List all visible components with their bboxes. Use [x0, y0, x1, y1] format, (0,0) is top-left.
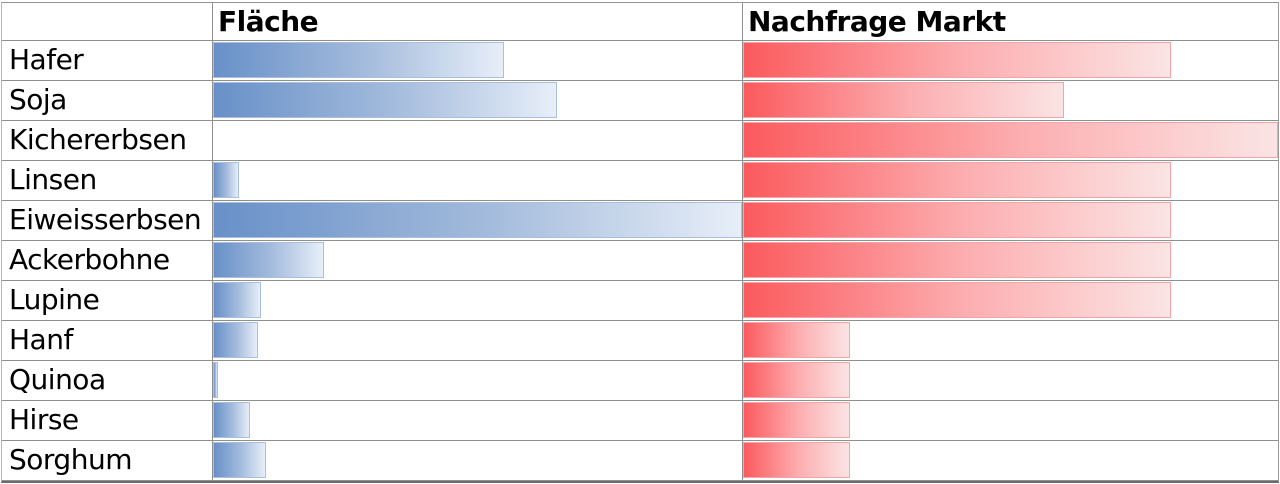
row-label-cell: Hanf [2, 321, 213, 361]
flaeche-bar [213, 282, 261, 318]
nachfrage-bar-cell [743, 281, 1278, 321]
flaeche-bar [213, 242, 325, 278]
row-label: Ackerbohne [9, 243, 170, 276]
row-label: Soja [9, 83, 67, 116]
nachfrage-bar-cell [743, 121, 1278, 161]
flaeche-bar [213, 82, 557, 118]
flaeche-column-title: Fläche [218, 5, 319, 38]
row-label-cell: Lupine [2, 281, 213, 321]
flaeche-bar-cell [213, 201, 743, 241]
header-cell-nachfrage: Nachfrage Markt [743, 3, 1278, 41]
flaeche-bar-cell [213, 401, 743, 441]
row-label-cell: Kichererbsen [2, 121, 213, 161]
nachfrage-bar [743, 402, 850, 438]
flaeche-bar-cell [213, 161, 743, 201]
row-label: Eiweisserbsen [9, 203, 202, 236]
flaeche-bar-cell [213, 241, 743, 281]
flaeche-bar-cell [213, 441, 743, 481]
nachfrage-bar-cell [743, 81, 1278, 121]
flaeche-bar-cell [213, 281, 743, 321]
nachfrage-bar-cell [743, 321, 1278, 361]
nachfrage-bar-cell [743, 441, 1278, 481]
nachfrage-bar [743, 442, 850, 478]
flaeche-bar-cell [213, 41, 743, 81]
row-label: Kichererbsen [9, 123, 187, 156]
row-label-cell: Linsen [2, 161, 213, 201]
flaeche-bar-cell [213, 321, 743, 361]
row-label-cell: Sorghum [2, 441, 213, 481]
flaeche-bar [213, 442, 266, 478]
row-label-cell: Quinoa [2, 361, 213, 401]
row-label: Quinoa [9, 363, 106, 396]
flaeche-bar [213, 322, 258, 358]
nachfrage-bar [743, 162, 1171, 198]
flaeche-bar [213, 362, 219, 398]
flaeche-bar [213, 162, 240, 198]
flaeche-bar [213, 202, 742, 238]
row-label: Sorghum [9, 443, 132, 476]
nachfrage-bar [743, 202, 1171, 238]
nachfrage-bar [743, 82, 1064, 118]
nachfrage-column-title: Nachfrage Markt [748, 5, 1006, 38]
flaeche-bar [213, 402, 251, 438]
nachfrage-bar [743, 282, 1171, 318]
row-label: Hafer [9, 43, 84, 76]
row-label: Lupine [9, 283, 100, 316]
flaeche-bar-cell [213, 361, 743, 401]
row-label-cell: Soja [2, 81, 213, 121]
nachfrage-bar-cell [743, 401, 1278, 441]
nachfrage-bar [743, 42, 1171, 78]
nachfrage-bar [743, 362, 850, 398]
header-empty-cell [2, 3, 213, 41]
nachfrage-bar [743, 122, 1278, 158]
row-label: Linsen [9, 163, 97, 196]
flaeche-bar-cell [213, 121, 743, 161]
row-label-cell: Hirse [2, 401, 213, 441]
row-label: Hanf [9, 323, 73, 356]
flaeche-bar-cell [213, 81, 743, 121]
nachfrage-bar [743, 322, 850, 358]
nachfrage-bar-cell [743, 241, 1278, 281]
nachfrage-bar-cell [743, 361, 1278, 401]
row-label-cell: Ackerbohne [2, 241, 213, 281]
nachfrage-bar [743, 242, 1171, 278]
header-cell-flaeche: Fläche [213, 3, 743, 41]
nachfrage-bar-cell [743, 41, 1278, 81]
flaeche-bar [213, 42, 504, 78]
nachfrage-bar-cell [743, 201, 1278, 241]
nachfrage-bar-cell [743, 161, 1278, 201]
row-label-cell: Hafer [2, 41, 213, 81]
row-label: Hirse [9, 403, 79, 436]
row-label-cell: Eiweisserbsen [2, 201, 213, 241]
